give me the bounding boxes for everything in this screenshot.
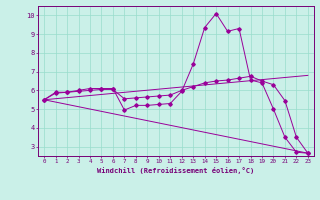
- X-axis label: Windchill (Refroidissement éolien,°C): Windchill (Refroidissement éolien,°C): [97, 167, 255, 174]
